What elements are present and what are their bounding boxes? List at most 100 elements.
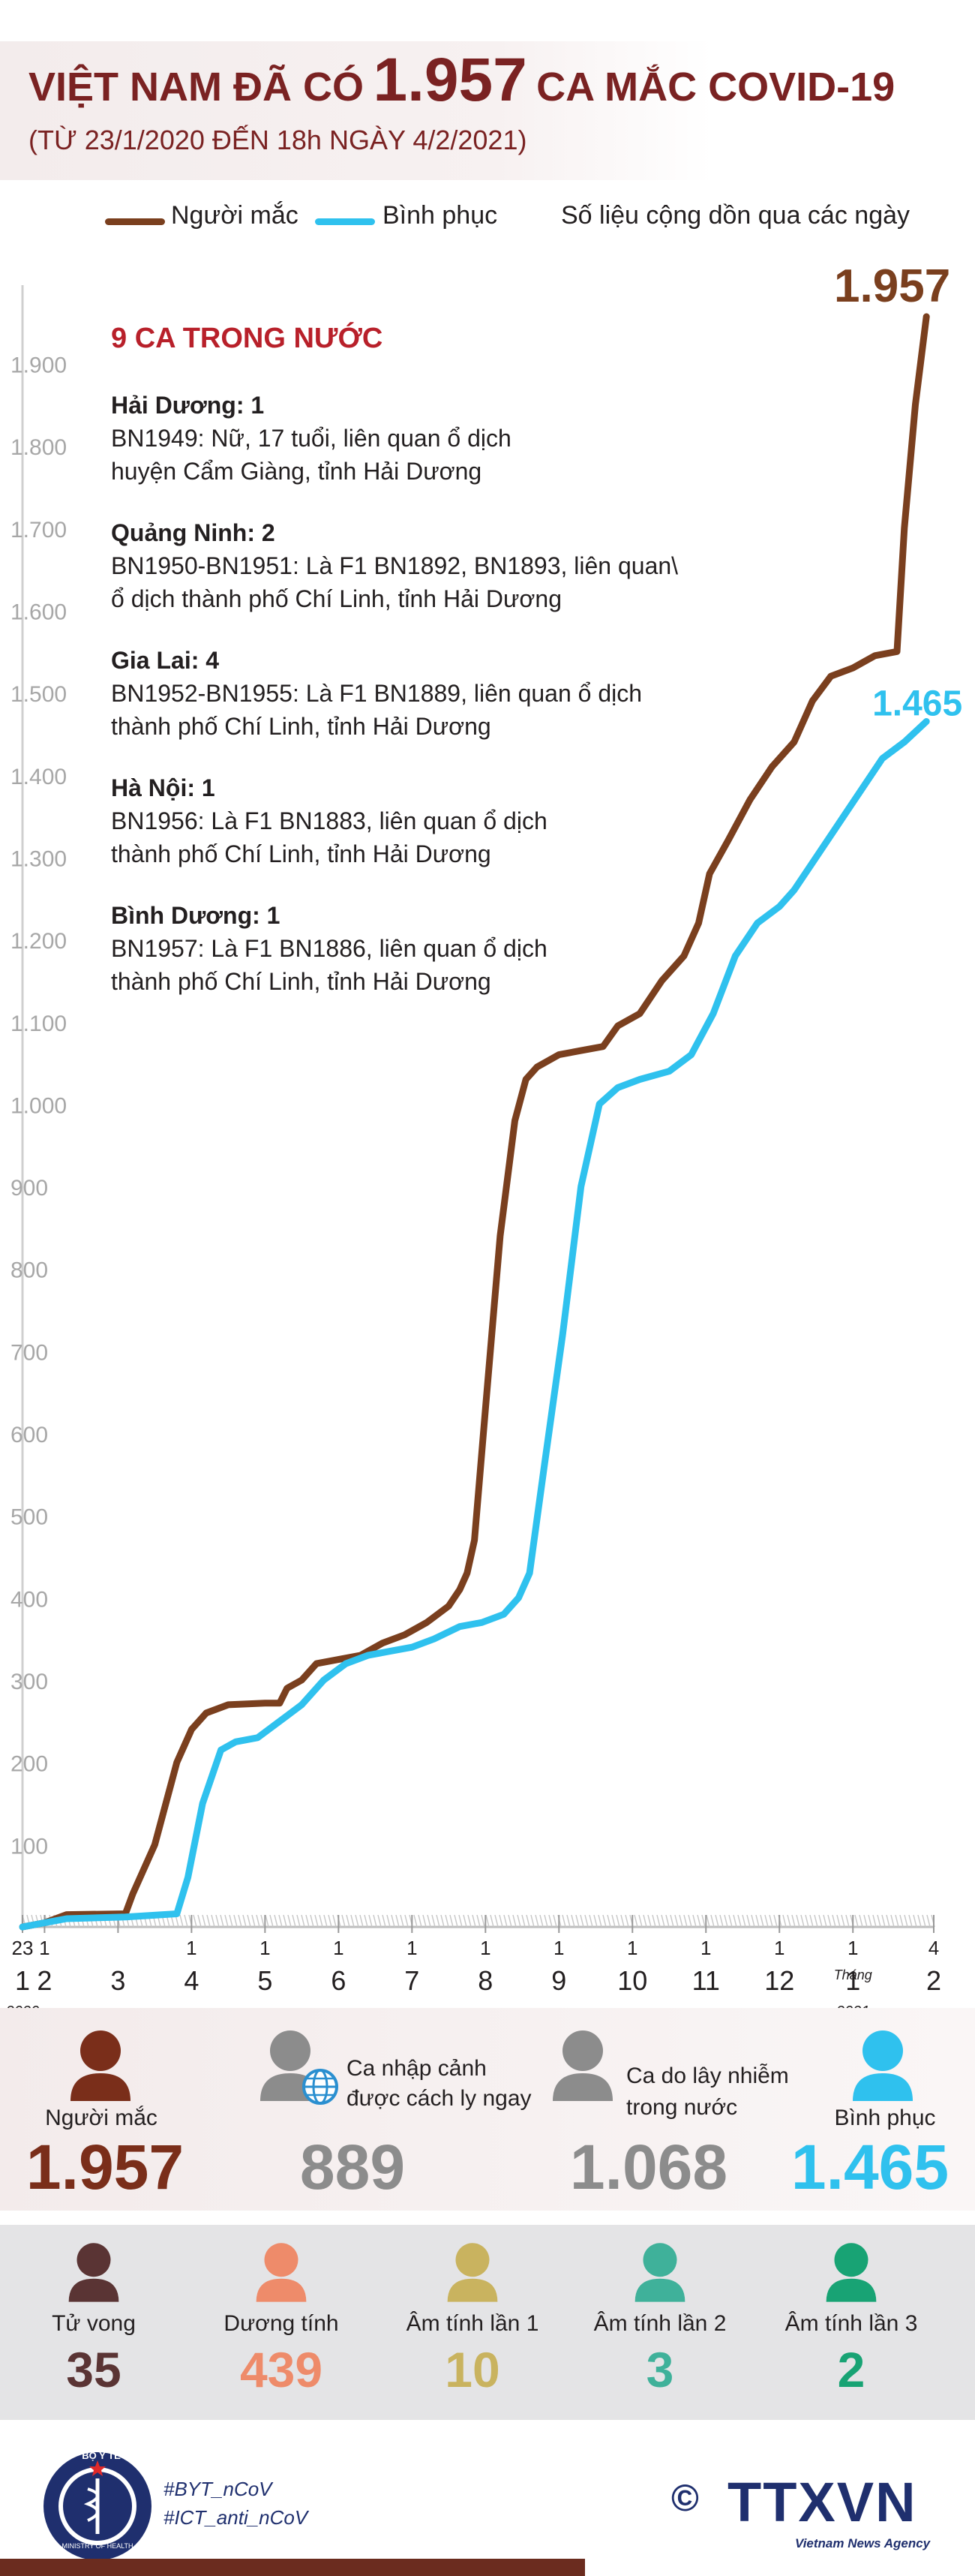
info-block-ha-noi: Hà Nội: 1 BN1956: Là F1 BN1883, liên qua… bbox=[111, 771, 548, 870]
axis-hatch bbox=[517, 1914, 521, 1928]
axis-hatch bbox=[598, 1914, 602, 1928]
person-icon-positive bbox=[256, 2243, 307, 2302]
ministry-of-health-logo bbox=[44, 2452, 152, 2560]
axis-hatch bbox=[589, 1914, 593, 1928]
axis-hatch bbox=[490, 1914, 494, 1928]
axis-hatch bbox=[278, 1914, 283, 1928]
axis-hatch bbox=[494, 1914, 499, 1928]
status-negative-1-label: Âm tính lần 1 bbox=[406, 2311, 539, 2336]
legend-infected-swatch bbox=[105, 218, 165, 225]
y-tick-label: 1.600 bbox=[10, 600, 67, 624]
legend-note: Số liệu cộng dồn qua các ngày bbox=[561, 201, 910, 230]
axis-hatch bbox=[535, 1914, 539, 1928]
axis-hatch bbox=[476, 1914, 481, 1928]
axis-hatch bbox=[553, 1914, 557, 1928]
axis-hatch bbox=[827, 1914, 832, 1928]
axis-hatch bbox=[868, 1914, 872, 1928]
axis-hatch bbox=[733, 1914, 737, 1928]
info-block-gia-lai: Gia Lai: 4 BN1952-BN1955: Là F1 BN1889, … bbox=[111, 644, 642, 743]
hashtag-byt[interactable]: #BYT_nCoV bbox=[164, 2478, 272, 2500]
axis-hatch bbox=[499, 1914, 503, 1928]
stat-infected-label: Người mắc bbox=[45, 2106, 158, 2130]
status-negative-2-value: 3 bbox=[646, 2342, 674, 2397]
axis-hatch bbox=[755, 1914, 760, 1928]
x-tick-month: 2 bbox=[926, 1965, 941, 1996]
axis-hatch bbox=[445, 1914, 449, 1928]
x-tick-month: 9 bbox=[551, 1965, 566, 1996]
axis-hatch bbox=[467, 1914, 472, 1928]
hashtag-ict[interactable]: #ICT_anti_nCoV bbox=[164, 2506, 308, 2529]
axis-hatch bbox=[845, 1914, 850, 1928]
stat-domestic-value: 1.068 bbox=[569, 2132, 728, 2202]
x-tick-month: 3 bbox=[110, 1965, 125, 1996]
axis-hatch bbox=[679, 1914, 683, 1928]
axis-hatch bbox=[787, 1914, 791, 1928]
axis-hatch bbox=[715, 1914, 719, 1928]
footer-bar bbox=[0, 2559, 585, 2576]
status-negative-1-value: 10 bbox=[445, 2342, 500, 2397]
axis-hatch bbox=[571, 1914, 575, 1928]
axis-hatch bbox=[247, 1914, 251, 1928]
summary-band bbox=[0, 2008, 975, 2211]
axis-hatch bbox=[908, 1914, 913, 1928]
y-tick-label: 1.700 bbox=[10, 518, 67, 543]
stat-recovered-label: Bình phục bbox=[834, 2106, 936, 2130]
stat-infected-value: 1.957 bbox=[26, 2132, 184, 2202]
y-tick-label: 1.500 bbox=[10, 682, 67, 707]
legend-infected-label: Người mắc bbox=[171, 201, 298, 230]
y-tick-label: 700 bbox=[10, 1340, 48, 1365]
axis-hatch bbox=[814, 1914, 818, 1928]
info-line: thành phố Chí Linh, tỉnh Hải Dương bbox=[111, 713, 491, 740]
axis-hatch bbox=[395, 1914, 400, 1928]
axis-hatch bbox=[863, 1914, 868, 1928]
person-icon-domestic bbox=[553, 2030, 613, 2101]
axis-hatch bbox=[323, 1914, 328, 1928]
axis-hatch bbox=[616, 1914, 620, 1928]
info-block-hai-duong: Hải Dương: 1 BN1949: Nữ, 17 tuổi, liên q… bbox=[111, 389, 512, 488]
axis-hatch bbox=[724, 1914, 728, 1928]
axis-hatch bbox=[287, 1914, 292, 1928]
axis-hatch bbox=[665, 1914, 670, 1928]
series-line-recovered bbox=[19, 718, 930, 1931]
axis-hatch bbox=[206, 1914, 211, 1928]
info-title: 9 CA TRONG NƯỚC bbox=[111, 323, 383, 354]
stat-domestic-label-2: trong nước bbox=[626, 2095, 738, 2120]
info-line: BN1957: Là F1 BN1886, liên quan ổ dịch bbox=[111, 935, 548, 962]
axis-hatch bbox=[670, 1914, 674, 1928]
header-band bbox=[0, 41, 712, 180]
info-block-quang-ninh: Quảng Ninh: 2 BN1950-BN1951: Là F1 BN189… bbox=[111, 516, 678, 615]
axis-hatch bbox=[625, 1914, 629, 1928]
axis-hatch bbox=[391, 1914, 395, 1928]
info-block-binh-duong: Bình Dương: 1 BN1957: Là F1 BN1886, liên… bbox=[111, 899, 548, 998]
info-line: BN1950-BN1951: Là F1 BN1892, BN1893, liê… bbox=[111, 552, 679, 579]
axis-hatch bbox=[233, 1914, 238, 1928]
x-tick-day: 1 bbox=[848, 1937, 858, 1959]
axis-hatch bbox=[611, 1914, 616, 1928]
ministry-top-text: BỘ Y TẾ bbox=[82, 2450, 121, 2461]
axis-hatch bbox=[719, 1914, 724, 1928]
axis-hatch bbox=[688, 1914, 692, 1928]
axis-hatch bbox=[202, 1914, 206, 1928]
axis-hatch bbox=[310, 1914, 314, 1928]
axis-hatch bbox=[274, 1914, 278, 1928]
axis-hatch bbox=[701, 1914, 706, 1928]
x-tick-month: 12 bbox=[764, 1965, 794, 1996]
axis-hatch bbox=[544, 1914, 548, 1928]
legend-recovered-label: Bình phục bbox=[382, 201, 498, 230]
axis-hatch bbox=[913, 1914, 917, 1928]
info-line: huyện Cẩm Giàng, tỉnh Hải Dương bbox=[111, 458, 482, 485]
x-tick-day: 23 bbox=[12, 1937, 34, 1959]
axis-hatch bbox=[220, 1914, 224, 1928]
x-tick-month: 2 bbox=[37, 1965, 52, 1996]
axis-hatch bbox=[674, 1914, 679, 1928]
axis-hatch bbox=[746, 1914, 751, 1928]
axis-hatch bbox=[269, 1914, 274, 1928]
axis-hatch bbox=[895, 1914, 899, 1928]
axis-hatch bbox=[319, 1914, 323, 1928]
axis-hatch bbox=[791, 1914, 796, 1928]
axis-hatch bbox=[881, 1914, 886, 1928]
title-prefix: VIỆT NAM ĐÃ CÓ bbox=[28, 65, 364, 110]
axis-hatch bbox=[643, 1914, 647, 1928]
axis-hatch bbox=[566, 1914, 571, 1928]
series-line-infected bbox=[19, 313, 930, 1931]
